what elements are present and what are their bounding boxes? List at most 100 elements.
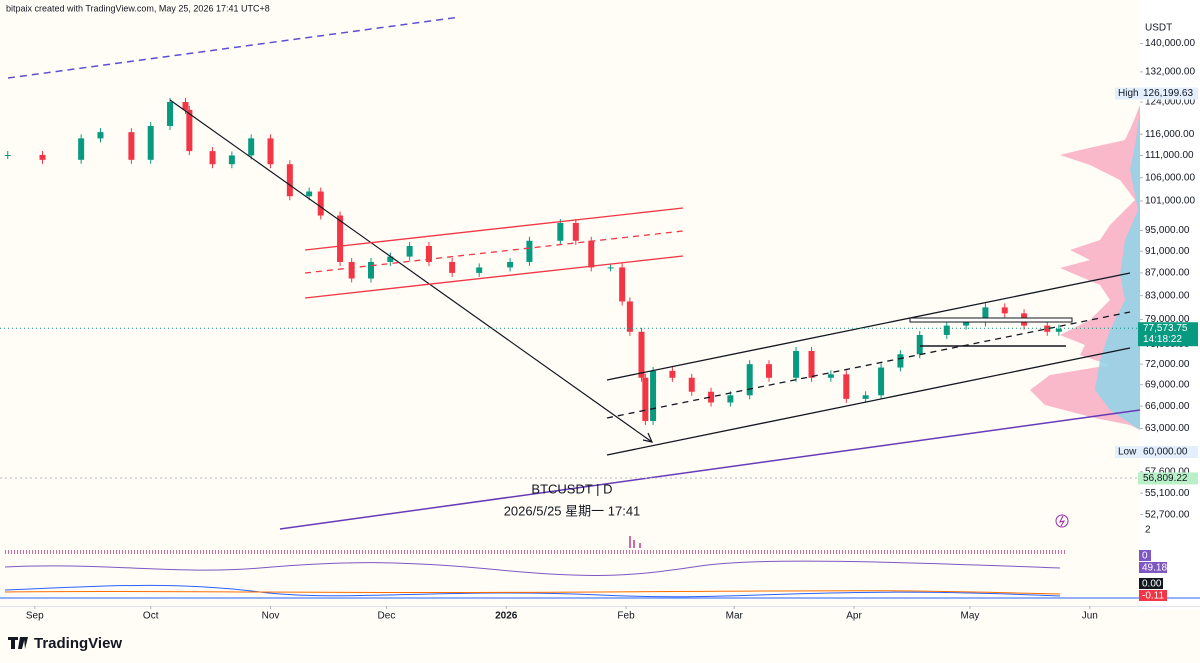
candle (862, 395, 869, 399)
candle (186, 109, 193, 152)
y-tick-label: 79,000.00 (1145, 314, 1190, 325)
alert-icon-bolt (1059, 515, 1066, 527)
x-tick-label: Oct (143, 611, 159, 622)
channel-upper (606, 272, 1131, 381)
candle (476, 267, 483, 273)
red-channel-upper (304, 207, 684, 251)
candle (793, 350, 800, 378)
candle (572, 222, 579, 241)
range-box (909, 317, 1073, 323)
x-tick-label: Sep (26, 611, 44, 622)
volume-profile-up (1095, 110, 1140, 430)
candle (916, 334, 923, 355)
axis-unit: USDT (1145, 23, 1172, 34)
candle (827, 374, 834, 378)
candle (878, 367, 885, 396)
candle (248, 138, 255, 156)
candle (588, 240, 595, 268)
candle (727, 395, 734, 403)
candle (688, 377, 695, 392)
candle (317, 191, 324, 216)
candle (337, 215, 344, 262)
y-tick-label: 83,000.00 (1145, 290, 1190, 301)
candle (607, 267, 614, 269)
candle (526, 240, 533, 262)
y-tick-label: 63,000.00 (1145, 423, 1190, 434)
candle (367, 261, 374, 279)
red-channel-mid (304, 230, 684, 274)
price-tag: 56,809.22 (1143, 473, 1188, 484)
time-axis-border (0, 606, 1200, 607)
candle (449, 261, 456, 273)
price-tag: 126,199.63 (1143, 88, 1193, 99)
brand-name: TradingView (34, 635, 122, 652)
arrow-head (642, 432, 654, 443)
countdown: 14:18:22 (1143, 334, 1182, 345)
long-trendline (279, 409, 1141, 530)
candle (708, 391, 715, 403)
y-tick-label: 124,000.00 (1145, 97, 1195, 108)
candle (642, 377, 649, 421)
price-tag: 60,000.00 (1143, 447, 1188, 458)
macd-line (4, 584, 1061, 598)
candle (39, 155, 46, 160)
rsi-tag (1139, 562, 1167, 573)
brand-logo (8, 637, 28, 649)
candle (507, 261, 514, 268)
low-tag: Low (1118, 447, 1137, 458)
candle (128, 132, 135, 160)
y-tick-label: 52,700.00 (1145, 509, 1190, 520)
red-channel-lower (304, 255, 684, 299)
y-tick-label: 66,000.00 (1145, 401, 1190, 412)
macd-value: 0.00 (1142, 579, 1162, 590)
x-tick-label: Dec (378, 611, 396, 622)
y-tick-label: 95,000.00 (1145, 225, 1190, 236)
pane-axis-label: 2 (1145, 525, 1151, 536)
candle (626, 301, 633, 332)
candle (669, 370, 676, 378)
channel-mid (606, 311, 1131, 419)
candle (267, 138, 274, 165)
header-credit: bitpaix created with TradingView.com, Ma… (6, 3, 270, 13)
current-bg (1138, 322, 1198, 347)
candle (1055, 328, 1062, 332)
y-tick-label: 57,600.00 (1145, 466, 1190, 477)
candle (808, 350, 815, 378)
channel-lower (606, 347, 1131, 456)
candle (963, 322, 970, 326)
candle (1001, 307, 1008, 314)
candle (425, 245, 432, 262)
x-tick-label: May (961, 611, 980, 622)
x-tick-label: Mar (726, 611, 744, 622)
candle (557, 222, 564, 241)
price-tag-bg (1138, 446, 1198, 459)
macd-value: -0.11 (1142, 591, 1164, 602)
candle (182, 102, 189, 110)
candle (167, 102, 174, 126)
alert-icon[interactable] (1055, 514, 1069, 528)
symbol-label: BTCUSDT | D (531, 481, 612, 496)
price-tag-bg (1138, 87, 1198, 100)
y-tick-label: 106,000.00 (1145, 172, 1195, 183)
y-tick-label: 116,000.00 (1145, 129, 1195, 140)
y-tick-label: 69,000.00 (1145, 379, 1190, 390)
low-tag-bg (1115, 446, 1139, 459)
candle (766, 364, 773, 378)
volume-spike (629, 536, 641, 548)
volume-value: 0 (1142, 551, 1148, 562)
downtrend-arrow (169, 99, 653, 443)
y-tick-label: 132,000.00 (1145, 67, 1195, 78)
candle (638, 331, 645, 378)
y-tick-label: 87,000.00 (1145, 268, 1190, 279)
candle (97, 132, 104, 139)
timestamp-label: 2026/5/25 星期一 17:41 (504, 503, 641, 518)
x-tick-label: 2026 (495, 611, 518, 622)
candle (306, 191, 313, 197)
x-tick-label: Nov (262, 611, 280, 622)
candle (746, 364, 753, 396)
current-price: 77,573.75 (1143, 323, 1188, 334)
price-axis-bg (1140, 0, 1200, 610)
y-tick-label: 111,000.00 (1145, 150, 1194, 161)
